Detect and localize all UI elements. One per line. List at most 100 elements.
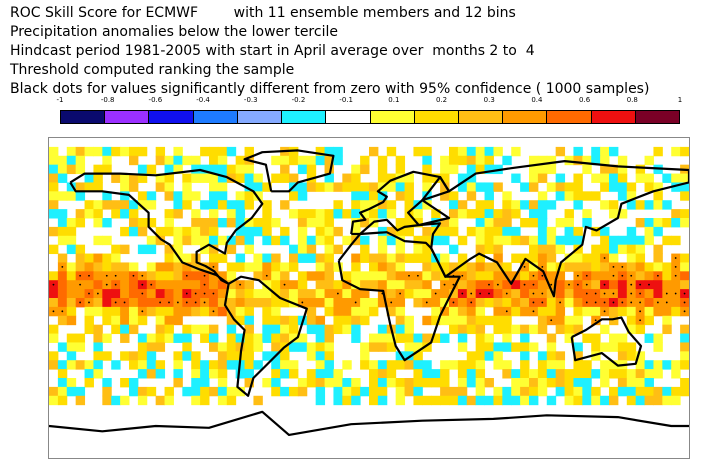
skill-cell bbox=[129, 378, 139, 388]
skill-cell bbox=[342, 386, 352, 397]
legend-tick-label: 0.8 bbox=[626, 96, 638, 104]
skill-cell bbox=[226, 333, 237, 343]
skill-cell bbox=[413, 369, 423, 379]
skill-cell bbox=[635, 262, 646, 272]
skill-cell bbox=[449, 324, 459, 335]
skill-cell bbox=[680, 271, 689, 281]
skill-cell bbox=[137, 173, 148, 183]
skill-cell bbox=[84, 146, 94, 157]
skill-cell bbox=[200, 244, 210, 255]
skill-cell bbox=[333, 395, 343, 406]
skill-cell bbox=[244, 333, 254, 343]
skill-cell bbox=[475, 155, 486, 166]
skill-cell bbox=[466, 369, 477, 379]
skill-cell bbox=[680, 209, 689, 219]
skill-cell bbox=[297, 378, 308, 388]
skill-cell bbox=[511, 342, 521, 352]
skill-cell bbox=[377, 271, 388, 281]
skill-cell bbox=[457, 235, 468, 246]
skill-cell bbox=[137, 226, 148, 237]
skill-cell bbox=[244, 182, 254, 192]
skill-cell bbox=[493, 360, 503, 370]
skill-cell bbox=[315, 146, 326, 157]
skill-cell bbox=[66, 351, 77, 361]
skill-cell bbox=[253, 271, 263, 281]
legend-color-box bbox=[149, 111, 194, 123]
skill-cell bbox=[546, 164, 557, 175]
skill-cell bbox=[564, 298, 574, 308]
skill-cell bbox=[182, 306, 192, 317]
skill-cell bbox=[591, 280, 601, 290]
skill-cell bbox=[182, 200, 192, 210]
skill-cell bbox=[324, 244, 334, 255]
skill-cell bbox=[297, 155, 308, 166]
skill-cell bbox=[609, 209, 619, 219]
skill-cell bbox=[537, 244, 548, 255]
skill-cell bbox=[431, 315, 441, 326]
skill-cell bbox=[324, 226, 334, 237]
skill-cell bbox=[324, 369, 334, 379]
skill-cell bbox=[457, 342, 468, 352]
skill-cell bbox=[413, 351, 423, 361]
skill-cell bbox=[529, 155, 539, 166]
significance-dot bbox=[639, 310, 642, 313]
skill-cell bbox=[671, 369, 681, 379]
significance-dot bbox=[665, 301, 668, 304]
skill-cell bbox=[404, 173, 414, 183]
skill-cell bbox=[253, 360, 263, 370]
skill-cell bbox=[671, 235, 681, 246]
skill-cell bbox=[84, 324, 94, 335]
skill-cell bbox=[102, 378, 112, 388]
skill-cell bbox=[395, 235, 406, 246]
skill-cell bbox=[395, 271, 406, 281]
skill-cell bbox=[342, 298, 352, 308]
skill-cell bbox=[484, 164, 494, 175]
skill-cell bbox=[297, 191, 308, 201]
skill-cell bbox=[271, 324, 281, 335]
skill-cell bbox=[502, 218, 512, 228]
skill-cell bbox=[209, 342, 219, 352]
skill-cell bbox=[137, 395, 148, 406]
skill-cell bbox=[653, 191, 663, 201]
skill-cell bbox=[244, 226, 254, 237]
skill-cell bbox=[617, 306, 628, 317]
skill-cell bbox=[422, 182, 432, 192]
skill-cell bbox=[84, 315, 94, 326]
skill-cell bbox=[573, 378, 583, 388]
skill-cell bbox=[582, 333, 592, 343]
skill-cell bbox=[306, 324, 317, 335]
skill-cell bbox=[457, 333, 468, 343]
skill-cell bbox=[653, 244, 663, 255]
skill-cell bbox=[386, 360, 397, 370]
skill-cell bbox=[484, 209, 494, 219]
skill-cell bbox=[164, 164, 174, 175]
skill-cell bbox=[333, 306, 343, 317]
skill-cell bbox=[57, 289, 68, 299]
skill-cell bbox=[671, 182, 681, 192]
skill-cell bbox=[537, 164, 548, 175]
skill-cell bbox=[369, 306, 379, 317]
skill-cell bbox=[413, 360, 423, 370]
skill-cell bbox=[377, 164, 388, 175]
significance-dot bbox=[639, 301, 642, 304]
skill-cell bbox=[164, 271, 174, 281]
skill-cell bbox=[626, 182, 637, 192]
skill-cell bbox=[422, 315, 432, 326]
skill-cell bbox=[155, 369, 166, 379]
skill-cell bbox=[164, 191, 174, 201]
skill-cell bbox=[129, 351, 139, 361]
skill-cell bbox=[440, 315, 450, 326]
skill-cell bbox=[173, 209, 183, 219]
skill-cell bbox=[564, 218, 574, 228]
skill-cell bbox=[529, 235, 539, 246]
skill-cell bbox=[93, 342, 103, 352]
skill-cell bbox=[520, 200, 530, 210]
skill-cell bbox=[137, 360, 148, 370]
skill-cell bbox=[333, 315, 343, 326]
skill-cell bbox=[520, 369, 530, 379]
skill-cell bbox=[102, 395, 112, 406]
skill-cell bbox=[386, 306, 397, 317]
skill-cell bbox=[395, 378, 406, 388]
skill-cell bbox=[377, 155, 388, 166]
significance-dot bbox=[550, 283, 553, 286]
